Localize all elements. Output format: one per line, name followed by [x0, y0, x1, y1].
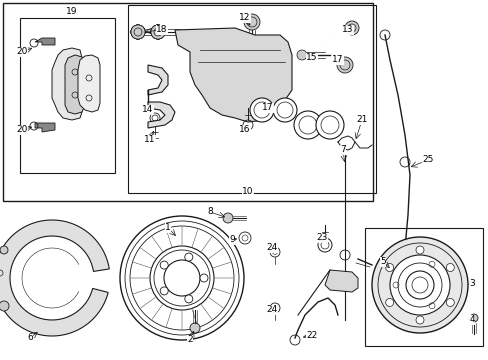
Circle shape [469, 314, 477, 322]
Text: 22: 22 [306, 330, 317, 339]
Polygon shape [35, 123, 55, 132]
Text: 12: 12 [239, 13, 250, 22]
Circle shape [0, 246, 8, 254]
Circle shape [160, 261, 168, 269]
Circle shape [405, 271, 433, 299]
Text: 6: 6 [27, 333, 33, 342]
Circle shape [163, 260, 200, 296]
Text: 3: 3 [468, 279, 474, 288]
Text: 9: 9 [229, 235, 234, 244]
Polygon shape [175, 28, 291, 122]
Bar [20, 18, 115, 173]
Circle shape [131, 25, 145, 39]
Circle shape [151, 25, 164, 39]
Circle shape [385, 298, 393, 306]
Text: 11: 11 [144, 135, 156, 144]
Circle shape [200, 274, 207, 282]
Text: 25: 25 [422, 156, 433, 165]
Text: 5: 5 [379, 257, 385, 266]
Circle shape [131, 25, 145, 39]
Text: 16: 16 [239, 126, 250, 135]
Polygon shape [325, 270, 357, 292]
Text: 24: 24 [266, 306, 277, 315]
Circle shape [184, 253, 192, 261]
Text: 24: 24 [266, 243, 277, 252]
Text: 1: 1 [165, 224, 170, 233]
Text: 23: 23 [316, 234, 327, 243]
Bar [128, 5, 375, 193]
Circle shape [0, 301, 9, 311]
Text: 4: 4 [468, 315, 474, 324]
Polygon shape [148, 102, 175, 128]
Text: 19: 19 [66, 8, 78, 17]
Text: 20: 20 [16, 126, 28, 135]
Circle shape [249, 98, 273, 122]
Circle shape [345, 21, 358, 35]
Circle shape [415, 246, 423, 254]
Circle shape [151, 25, 164, 39]
Circle shape [190, 323, 200, 333]
Circle shape [131, 25, 145, 39]
Circle shape [446, 264, 453, 271]
Circle shape [151, 25, 164, 39]
Circle shape [389, 255, 449, 315]
Circle shape [371, 237, 467, 333]
Text: 17: 17 [262, 104, 273, 112]
Polygon shape [399, 252, 427, 275]
Circle shape [151, 25, 164, 39]
Circle shape [244, 14, 260, 30]
Circle shape [272, 98, 296, 122]
Text: 18: 18 [156, 26, 167, 35]
Text: 15: 15 [305, 54, 317, 63]
Text: 10: 10 [242, 188, 253, 197]
Bar [364, 228, 482, 346]
Text: 14: 14 [142, 105, 153, 114]
Text: 21: 21 [356, 116, 367, 125]
Text: 7: 7 [340, 145, 345, 154]
Circle shape [446, 298, 453, 306]
Text: 2: 2 [187, 336, 192, 345]
Polygon shape [35, 38, 55, 45]
Circle shape [315, 111, 343, 139]
Circle shape [131, 25, 145, 39]
Polygon shape [78, 55, 100, 112]
Circle shape [150, 246, 214, 310]
Text: 13: 13 [342, 26, 353, 35]
Circle shape [151, 25, 164, 39]
Circle shape [293, 111, 321, 139]
Text: 8: 8 [207, 207, 212, 216]
Bar [3, 3, 372, 201]
Circle shape [160, 287, 168, 295]
Polygon shape [52, 48, 82, 120]
Circle shape [336, 57, 352, 73]
Circle shape [131, 25, 145, 39]
Circle shape [385, 264, 393, 271]
Text: 17: 17 [331, 55, 343, 64]
Circle shape [296, 50, 306, 60]
Circle shape [415, 316, 423, 324]
Circle shape [223, 213, 232, 223]
Polygon shape [148, 65, 168, 95]
Circle shape [184, 295, 192, 303]
Circle shape [131, 25, 145, 39]
Polygon shape [65, 55, 85, 114]
Circle shape [120, 216, 244, 340]
Text: 20: 20 [16, 48, 28, 57]
Polygon shape [0, 220, 109, 336]
Circle shape [151, 25, 164, 39]
